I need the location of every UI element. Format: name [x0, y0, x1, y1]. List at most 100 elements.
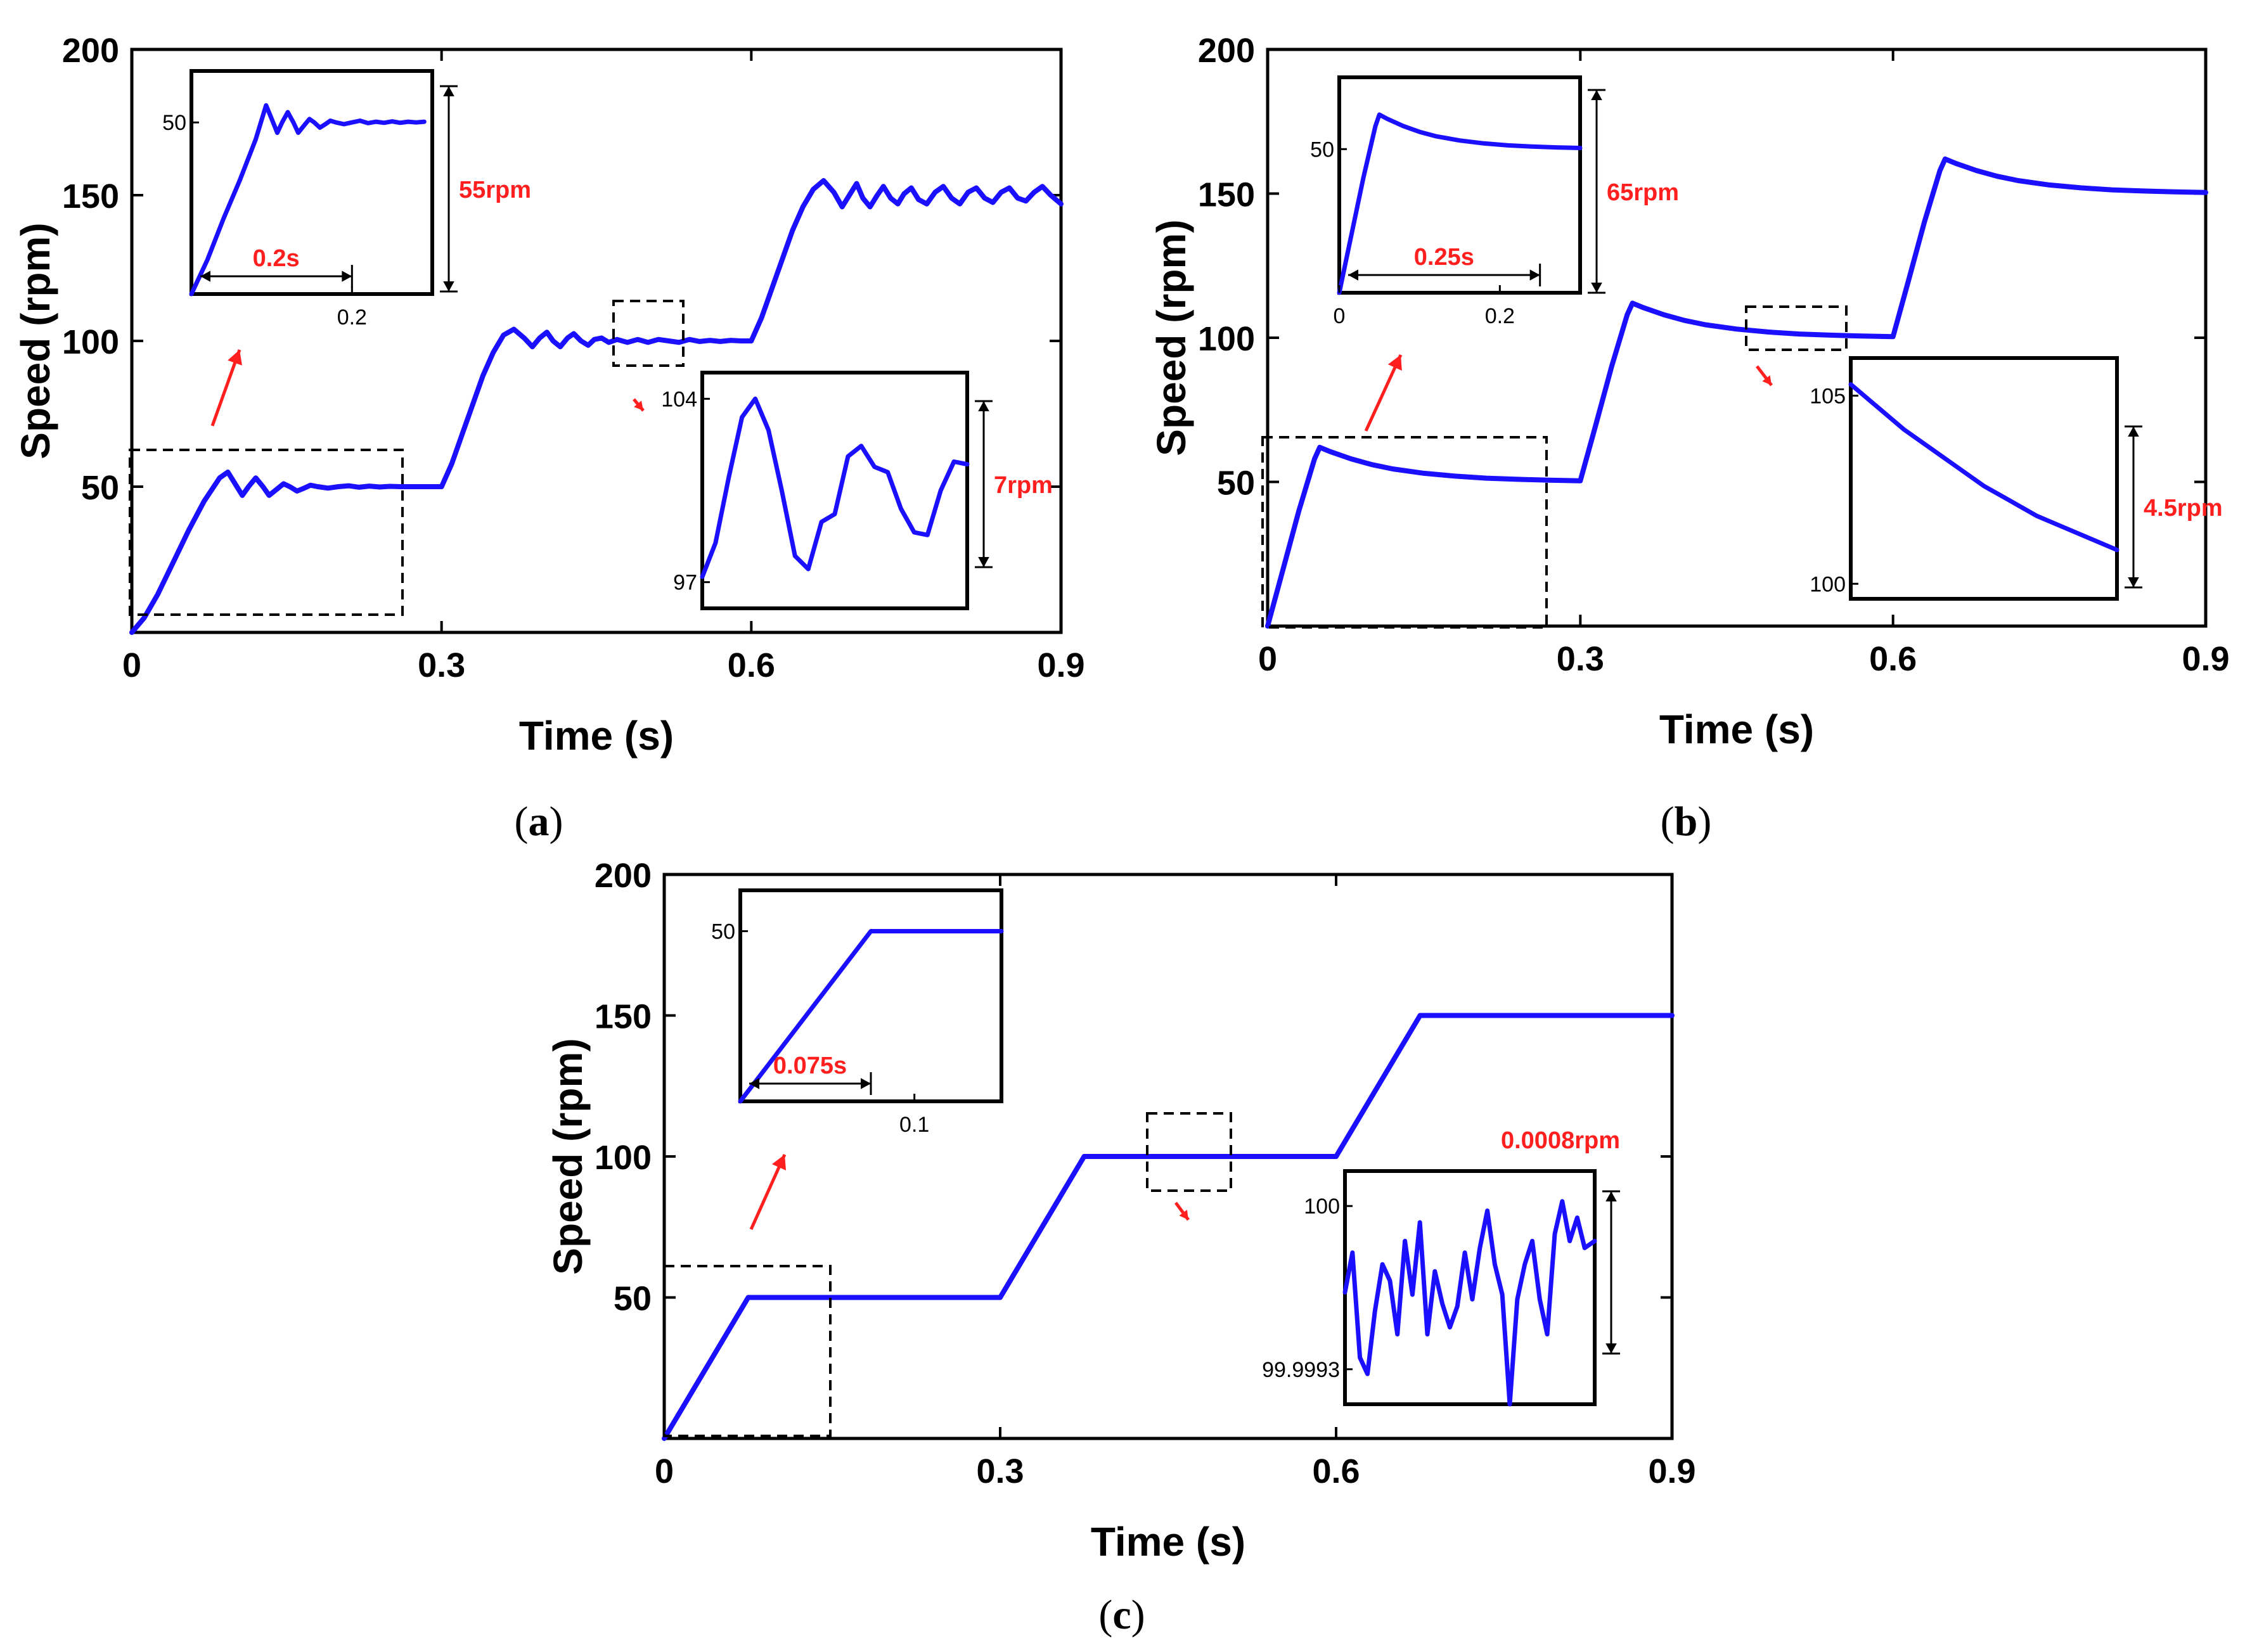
- y-tick-label: 200: [62, 32, 119, 70]
- value-span-label: 4.5rpm: [2144, 495, 2223, 522]
- zoom-pointer-arrow-1: [1364, 354, 1403, 432]
- inset-x-tick-label: 0.2: [1485, 304, 1515, 328]
- value-span-arrowhead-bottom: [2128, 577, 2139, 587]
- zoom-pointer-arrowhead: [1387, 355, 1402, 371]
- value-span-arrowhead-top: [1591, 90, 1602, 100]
- value-span-arrowhead-top: [443, 86, 454, 96]
- y-tick-label: 100: [595, 1139, 652, 1177]
- zoom-region-2: [1745, 305, 1848, 351]
- zoom-pointer-arrowhead: [634, 400, 643, 411]
- x-axis-label: Time (s): [1659, 707, 1814, 752]
- value-span-arrowhead-top: [978, 401, 989, 411]
- inset-y-tick-label: 99.9993: [1262, 1358, 1340, 1382]
- y-tick-label: 50: [1217, 464, 1255, 503]
- time-span-arrowhead-right: [342, 271, 352, 282]
- time-span-arrowhead-right: [861, 1078, 871, 1089]
- inset-1: 50 0.2 0.2s 55rpm: [162, 69, 531, 330]
- series-line-speed: [129, 178, 1064, 635]
- series-line-speed: [1265, 156, 2208, 629]
- inset-y-tick-label: 100: [1810, 572, 1846, 596]
- value-span-arrowhead-bottom: [978, 557, 989, 567]
- panel-a: 0 0.3 0.6 0.9 50 100 150 200 Time (s) Speed (rpm)…: [13, 32, 1085, 845]
- value-span-arrowhead-bottom: [1605, 1343, 1617, 1354]
- panel-caption: (a): [515, 798, 563, 845]
- y-axis-label: Speed (rpm): [545, 1038, 591, 1274]
- inset-2: 100 99.9993 0.0008rpm: [1262, 1127, 1620, 1407]
- zoom-region-1: [129, 449, 404, 616]
- time-span-arrowhead-left: [200, 271, 210, 282]
- y-tick-label: 50: [614, 1280, 652, 1318]
- time-span-arrowhead-left: [749, 1078, 759, 1089]
- inset-1: 50 0 0.2 0.25s 65rpm: [1310, 75, 1679, 328]
- x-tick-label: 0.9: [1037, 646, 1084, 684]
- zoom-pointer-arrowhead: [1179, 1210, 1188, 1220]
- panel-caption: (b): [1661, 798, 1712, 845]
- x-tick-label: 0.6: [1312, 1452, 1360, 1490]
- inset-y-tick-label: 104: [661, 387, 697, 411]
- value-span-label: 7rpm: [994, 472, 1053, 499]
- y-tick-label: 200: [1198, 32, 1255, 70]
- inset-y-tick-label: 100: [1304, 1194, 1340, 1219]
- zoom-region-2: [612, 300, 685, 367]
- inset-x-tick-label: 0.2: [337, 305, 367, 330]
- time-span-arrowhead-right: [1529, 269, 1540, 281]
- inset-series-line: [1337, 112, 1583, 295]
- inset-y-tick-label: 50: [1310, 138, 1334, 162]
- inset-series-line: [700, 396, 970, 579]
- y-axis-label: Speed (rpm): [13, 222, 58, 459]
- inset-x-tick-label: 0.1: [899, 1113, 929, 1137]
- panel-caption-letter: b: [1675, 798, 1698, 845]
- inset-frame: [190, 69, 434, 296]
- y-tick-label: 100: [62, 323, 119, 361]
- y-tick-label: 150: [595, 998, 652, 1036]
- time-span-label: 0.2s: [253, 245, 300, 272]
- x-tick-label: 0: [122, 646, 141, 684]
- x-axis-label: Time (s): [1091, 1519, 1245, 1565]
- panel-b: 0 0.3 0.6 0.9 50 100 150 200 Time (s) Speed (rpm)…: [1148, 32, 2230, 845]
- zoom-region-1: [1261, 436, 1548, 629]
- x-tick-label: 0: [655, 1452, 674, 1490]
- zoom-pointer-arrowhead: [771, 1155, 787, 1171]
- value-span-arrowhead-top: [1605, 1191, 1617, 1201]
- inset-y-tick-label: 50: [711, 919, 735, 944]
- inset-frame: [738, 888, 1003, 1103]
- value-span-arrowhead-bottom: [443, 281, 454, 291]
- inset-y-tick-label: 105: [1810, 384, 1846, 408]
- panel-caption-letter: c: [1112, 1592, 1131, 1638]
- value-span-label: 55rpm: [459, 177, 531, 203]
- zoom-pointer-arrowhead: [1762, 375, 1772, 385]
- panel-caption: (c): [1098, 1592, 1145, 1638]
- time-span-label: 0.25s: [1414, 244, 1474, 271]
- x-tick-label: 0.9: [2182, 640, 2229, 678]
- x-tick-label: 0.9: [1648, 1452, 1695, 1490]
- panel-c: 0 0.3 0.6 0.9 50 100 150 200 Time (s) Speed (rpm)…: [545, 857, 1696, 1638]
- y-tick-label: 50: [81, 469, 119, 507]
- x-tick-label: 0.6: [728, 646, 775, 684]
- inset-1: 50 0.1 0.075s: [711, 888, 1004, 1137]
- y-tick-label: 150: [62, 177, 119, 215]
- y-axis-label: Speed (rpm): [1148, 219, 1194, 456]
- panel-caption-letter: a: [529, 798, 550, 845]
- inset-series-line: [1342, 1199, 1597, 1407]
- x-tick-label: 0: [1258, 640, 1277, 678]
- zoom-region-1: [663, 1265, 832, 1437]
- inset-x-tick-label: 0: [1334, 304, 1346, 328]
- zoom-pointer-arrowhead: [228, 350, 242, 366]
- y-tick-label: 100: [1198, 320, 1255, 358]
- x-tick-label: 0.6: [1869, 640, 1917, 678]
- time-span-label: 0.075s: [773, 1053, 847, 1079]
- y-tick-label: 200: [595, 857, 652, 895]
- inset-2: 104 97 7rpm: [661, 371, 1053, 610]
- x-tick-label: 0.3: [1557, 640, 1604, 678]
- value-span-arrowhead-bottom: [1591, 283, 1602, 293]
- value-span-arrowhead-top: [2128, 426, 2139, 437]
- x-tick-label: 0.3: [418, 646, 465, 684]
- inset-frame: [700, 371, 969, 610]
- inset-frame: [1849, 356, 2119, 601]
- inset-series-line: [738, 929, 1004, 1104]
- inset-y-tick-label: 97: [673, 571, 697, 595]
- inset-2: 105 100 4.5rpm: [1810, 356, 2223, 601]
- x-axis-label: Time (s): [519, 713, 674, 759]
- inset-y-tick-label: 50: [162, 111, 186, 135]
